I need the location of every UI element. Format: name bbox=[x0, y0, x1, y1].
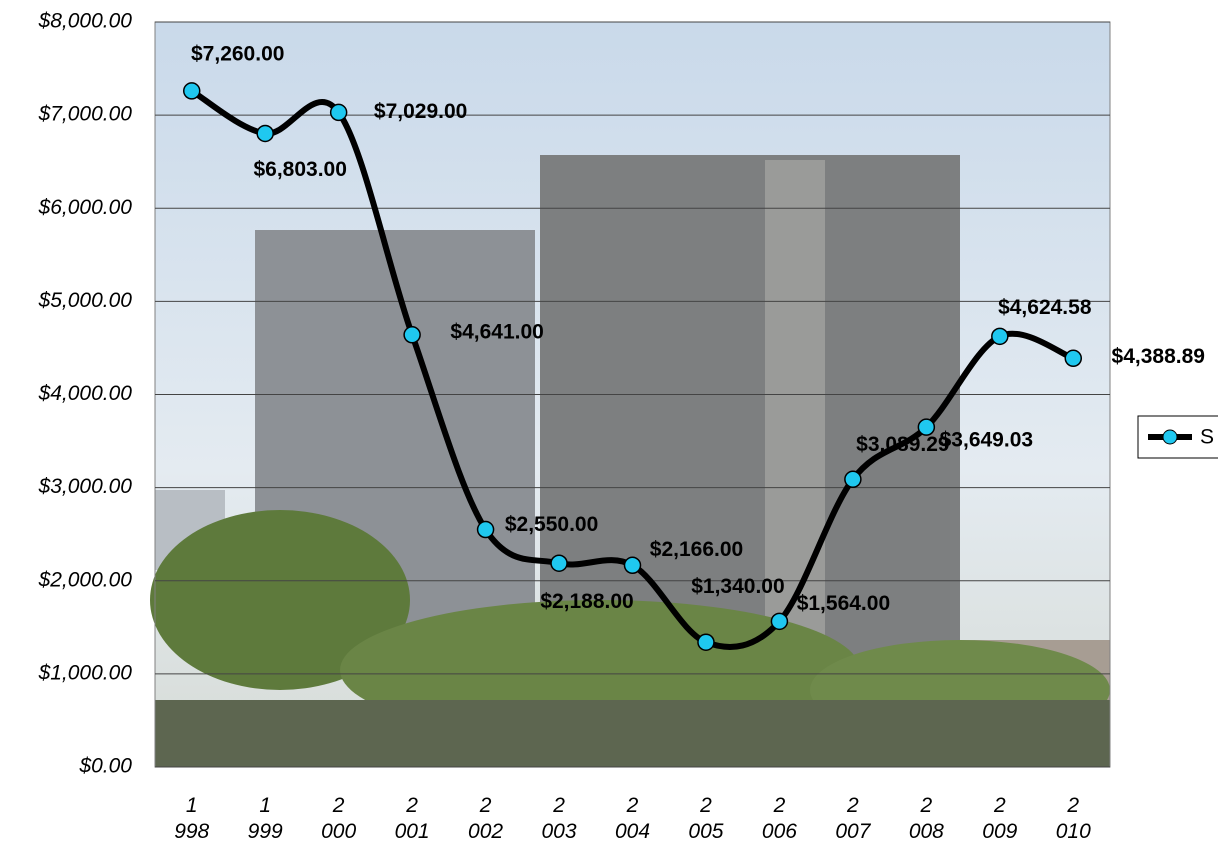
data-label: $6,803.00 bbox=[253, 158, 346, 181]
point-marker bbox=[991, 327, 1009, 346]
legend-label: S bbox=[1200, 426, 1214, 449]
data-label: $3,649.03 bbox=[940, 429, 1033, 452]
y-tick-label: $2,000.00 bbox=[38, 568, 133, 591]
x-tick-label: 1 999 bbox=[247, 794, 283, 843]
point-marker bbox=[770, 612, 789, 631]
x-tick-label: 2 006 bbox=[761, 794, 797, 843]
data-label: $4,624.58 bbox=[998, 296, 1092, 319]
data-label: $1,340.00 bbox=[691, 575, 784, 598]
y-tick-label: $5,000.00 bbox=[38, 289, 133, 312]
point-marker bbox=[623, 556, 642, 575]
point-marker bbox=[403, 326, 421, 344]
y-tick-label: $8,000.00 bbox=[38, 10, 133, 33]
y-tick-label: $0.00 bbox=[78, 755, 132, 778]
y-tick-label: $4,000.00 bbox=[38, 382, 133, 405]
point-marker bbox=[476, 520, 495, 539]
point-marker bbox=[329, 103, 348, 122]
x-tick-label: 2 002 bbox=[468, 794, 504, 843]
x-tick-label: 2 003 bbox=[541, 794, 577, 843]
x-tick-label: 1 998 bbox=[174, 794, 210, 843]
data-label: $2,188.00 bbox=[540, 590, 633, 613]
y-tick-label: $3,000.00 bbox=[38, 475, 133, 498]
y-tick-label: $1,000.00 bbox=[38, 661, 133, 684]
point-marker bbox=[917, 418, 936, 436]
point-marker bbox=[256, 124, 274, 143]
x-tick-label: 2 005 bbox=[688, 794, 724, 843]
x-tick-label: 2 000 bbox=[321, 794, 357, 843]
x-tick-label: 2 010 bbox=[1055, 794, 1091, 843]
data-label: $3,089.29 bbox=[856, 433, 949, 456]
point-marker bbox=[550, 554, 568, 572]
data-label: $4,388.89 bbox=[1112, 345, 1205, 368]
x-tick-label: 2 001 bbox=[394, 794, 430, 843]
data-label: $7,029.00 bbox=[374, 100, 467, 123]
y-tick-label: $6,000.00 bbox=[38, 196, 133, 219]
x-tick-label: 2 008 bbox=[908, 794, 944, 843]
point-marker bbox=[844, 470, 862, 489]
legend-marker bbox=[1162, 429, 1178, 445]
point-marker bbox=[697, 633, 715, 651]
point-marker bbox=[1064, 349, 1083, 368]
data-label: $1,564.00 bbox=[797, 592, 890, 615]
x-tick-label: 2 009 bbox=[982, 794, 1018, 843]
x-tick-label: 2 007 bbox=[835, 794, 871, 843]
data-label: $2,550.00 bbox=[505, 513, 598, 536]
x-tick-label: 2 004 bbox=[614, 794, 651, 843]
y-tick-label: $7,000.00 bbox=[38, 103, 133, 126]
data-label: $7,260.00 bbox=[191, 42, 284, 65]
data-label: $2,166.00 bbox=[650, 538, 743, 561]
data-label: $4,641.00 bbox=[450, 320, 543, 343]
point-marker bbox=[182, 82, 201, 100]
